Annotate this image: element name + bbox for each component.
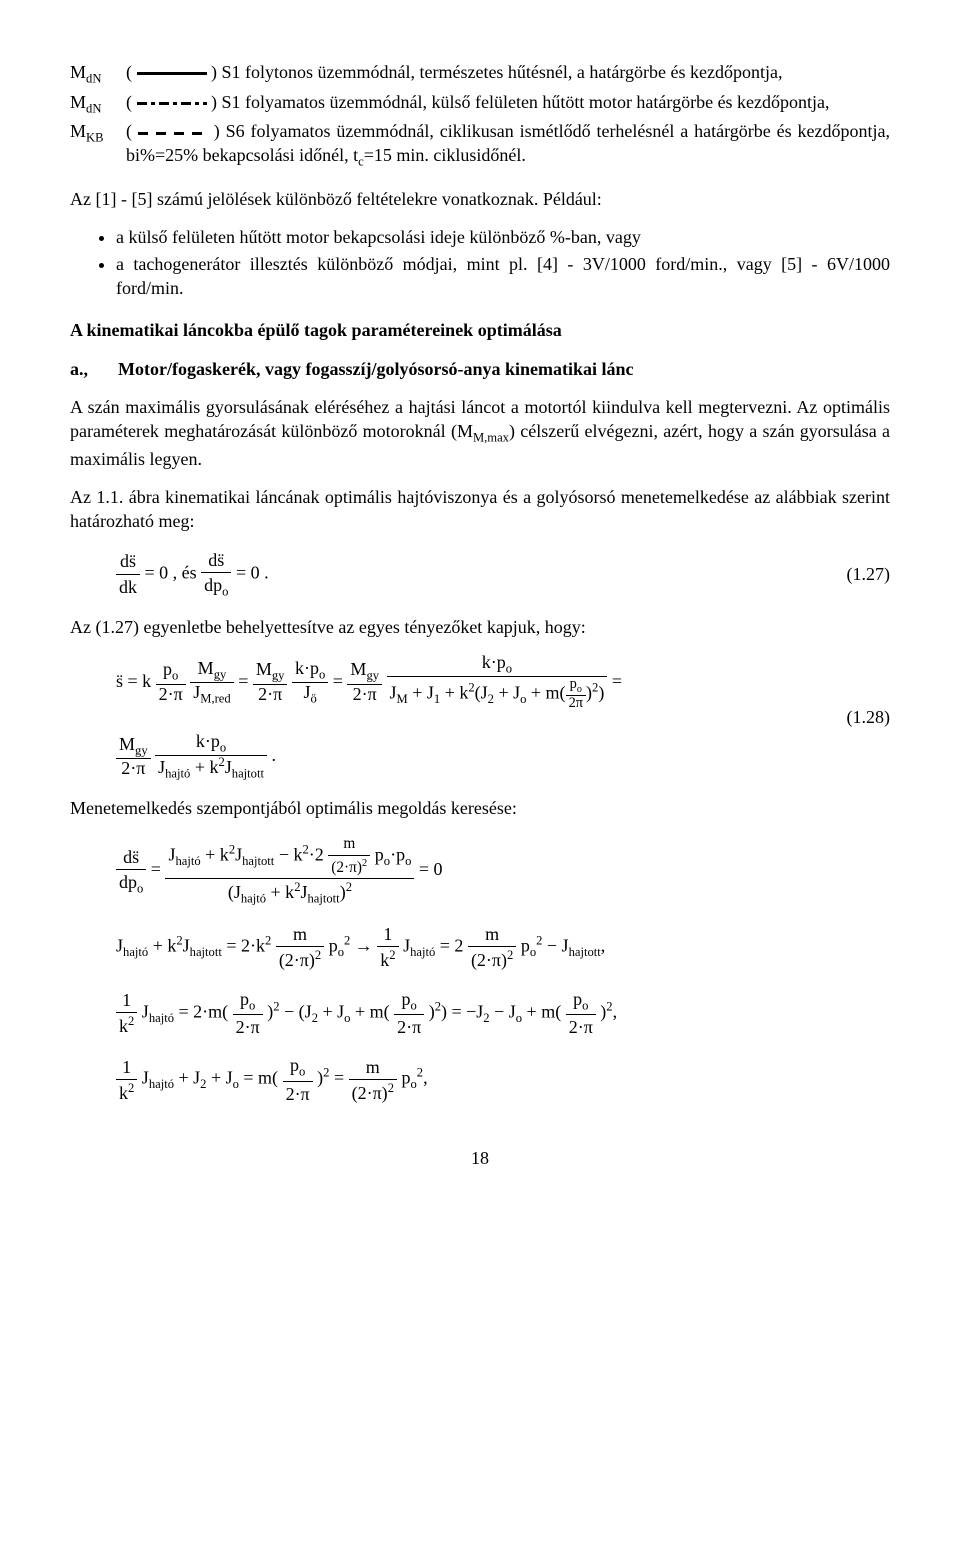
equation-body: s̈ = k po2·π MgyJM,red = Mgy2·π k·poJö =… [70,653,820,782]
equation-derivation: ds̈dpo = Jhajtó + k2Jhajtott − k2·2 m(2·… [70,834,890,908]
def-text: S1 folytonos üzemmódnál, természetes hűt… [222,62,783,82]
paragraph: Az (1.27) egyenletbe behelyettesítve az … [70,615,890,639]
equation-number: (1.27) [820,562,890,586]
paragraph: A szán maximális gyorsulásának eléréséhe… [70,395,890,471]
equation-derivation: 1k2 Jhajtó + J2 + Jo = m( po2·π )2 = m(2… [70,1053,890,1106]
paragraph: Menetemelkedés szempontjából optimális m… [70,796,890,820]
page-number: 18 [70,1146,890,1170]
subsection-label: a., [70,357,118,381]
def-label: MKB [70,119,126,171]
def-text: S1 folyamatos üzemmódnál, külső felülete… [222,92,830,112]
def-body: ( ) S6 folyamatos üzemmódnál, ciklikusan… [126,119,890,171]
equation-number: (1.28) [820,705,890,729]
equation-derivation: Jhajtó + k2Jhajtott = 2·k2 m(2·π)2 po2 →… [70,922,890,973]
equation-derivation: 1k2 Jhajtó = 2·m( po2·π )2 − (J2 + Jo + … [70,987,890,1040]
list-item: a tachogenerátor illesztés különböző mód… [116,252,890,301]
definition-row: MdN ( ) S1 folyamatos üzemmódnál, külső … [70,90,890,118]
definition-row: MKB ( ) S6 folyamatos üzemmódnál, ciklik… [70,119,890,171]
pattern-dashdot-icon [137,102,207,105]
equation-127: ds̈dk = 0 , és ds̈dpo = 0 . (1.27) [70,548,890,601]
equation-body: ds̈dk = 0 , és ds̈dpo = 0 . [70,548,820,601]
pattern-dashed-icon [138,132,208,135]
def-body: ( ) S1 folytonos üzemmódnál, természetes… [126,60,890,88]
bullet-list: a külső felületen hűtött motor bekapcsol… [70,225,890,300]
subsection-heading: a., Motor/fogaskerék, vagy fogasszíj/gol… [70,357,890,381]
def-body: ( ) S1 folyamatos üzemmódnál, külső felü… [126,90,890,118]
paragraph: Az 1.1. ábra kinematikai láncának optimá… [70,485,890,534]
definition-list: MdN ( ) S1 folytonos üzemmódnál, termész… [70,60,890,171]
equation-128: s̈ = k po2·π MgyJM,red = Mgy2·π k·poJö =… [70,653,890,782]
def-label: MdN [70,90,126,118]
pattern-solid-icon [137,72,207,75]
section-heading: A kinematikai láncokba épülő tagok param… [70,318,890,342]
def-label: MdN [70,60,126,88]
subsection-text: Motor/fogaskerék, vagy fogasszíj/golyóso… [118,357,633,381]
list-item: a külső felületen hűtött motor bekapcsol… [116,225,890,249]
paragraph: Az [1] - [5] számú jelölések különböző f… [70,187,890,211]
definition-row: MdN ( ) S1 folytonos üzemmódnál, termész… [70,60,890,88]
